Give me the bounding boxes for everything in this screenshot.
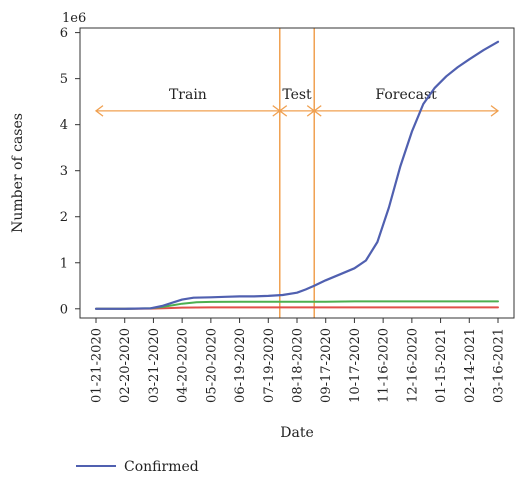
- x-tick-label-14: 03-16-2021: [492, 328, 507, 403]
- x-tick-label-6: 07-19-2020: [262, 328, 277, 403]
- legend-label-confirmed: Confirmed: [124, 459, 199, 475]
- annotations-layer: Train Test Forecast: [94, 28, 500, 318]
- x-tick-label-8: 09-17-2020: [319, 328, 334, 403]
- x-tick-label-2: 03-21-2020: [147, 328, 162, 403]
- segment-label-forecast: Forecast: [375, 87, 437, 103]
- y-axis-label: Number of cases: [10, 113, 26, 233]
- arrowhead-left-0: [94, 105, 104, 117]
- axes-layer: 0 1 2 3 4 5 6 01-21-2020 02-20-2020 03-21-2020 04-…: [60, 26, 507, 403]
- plot-frame: [79, 27, 515, 319]
- x-tick-label-9: 10-17-2020: [348, 328, 363, 403]
- y-tick-label-4: 4: [60, 118, 68, 133]
- x-tick-label-0: 01-21-2020: [90, 328, 105, 403]
- arrowhead-left-1: [278, 105, 288, 117]
- x-tick-label-13: 02-14-2021: [463, 328, 478, 403]
- y-tick-label-1: 1: [60, 256, 68, 271]
- x-tick-label-10: 11-16-2020: [377, 328, 392, 403]
- arrowhead-right-2: [490, 105, 500, 117]
- x-tick-label-5: 06-19-2020: [233, 328, 248, 403]
- series-line-0: [94, 40, 500, 310]
- x-tick-label-3: 04-20-2020: [176, 328, 191, 403]
- y-tick-label-6: 6: [60, 26, 68, 41]
- x-tick-label-7: 08-18-2020: [291, 328, 306, 403]
- series-line-2: [95, 306, 499, 310]
- x-axis-label: Date: [280, 425, 313, 441]
- segment-label-train: Train: [169, 87, 207, 103]
- offset-label: 1e6: [62, 11, 86, 26]
- legend: Confirmed: [76, 459, 199, 475]
- x-tick-label-1: 02-20-2020: [118, 328, 133, 403]
- segment-label-test: Test: [282, 87, 312, 103]
- y-tick-label-5: 5: [60, 72, 68, 87]
- series-layer: [94, 40, 500, 310]
- y-tick-label-0: 0: [60, 302, 68, 317]
- x-tick-label-12: 01-15-2021: [434, 328, 449, 403]
- y-tick-label-2: 2: [60, 210, 68, 225]
- arrowhead-left-2: [313, 105, 322, 117]
- x-tick-label-11: 12-16-2020: [405, 328, 420, 403]
- y-tick-label-3: 3: [60, 164, 68, 179]
- x-tick-label-4: 05-20-2020: [204, 328, 219, 403]
